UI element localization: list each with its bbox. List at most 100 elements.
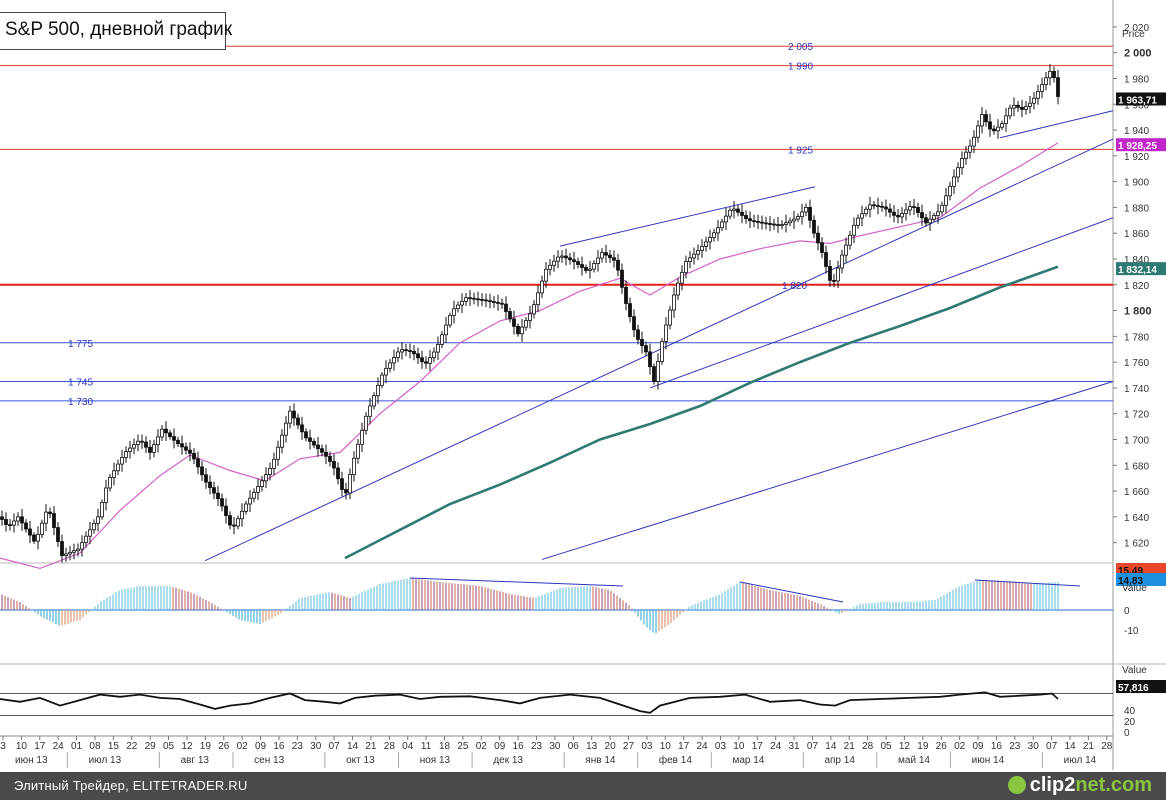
rsi-axis-label: Value (1122, 665, 1147, 676)
date-tick-label: 25 (457, 741, 469, 752)
date-tick-label: 29 (145, 741, 157, 752)
candle-body (444, 324, 448, 336)
candle-body (96, 516, 100, 524)
candle-body (244, 503, 248, 512)
price-tick-label: 1 720 (1124, 410, 1149, 421)
candle (828, 259, 832, 287)
candle (444, 316, 448, 343)
rsi-badge: 57,816 (1118, 683, 1149, 694)
date-tick-label: 23 (1009, 741, 1021, 752)
candle (568, 253, 572, 265)
level-label: 1 990 (788, 62, 813, 73)
brand-logo[interactable]: clip2net.com (1007, 774, 1152, 797)
candle-body (536, 292, 540, 306)
candle (292, 403, 296, 426)
candle (160, 425, 164, 441)
rsi-line (0, 691, 1059, 714)
candle-body (316, 444, 320, 450)
candle (872, 201, 876, 210)
candle (332, 453, 336, 476)
candle-body (264, 474, 268, 482)
candle (988, 113, 992, 137)
month-label: сен 13 (254, 755, 284, 766)
date-tick-label: 09 (255, 741, 267, 752)
candle-body (396, 351, 400, 358)
clip-icon (1007, 776, 1026, 794)
candle (644, 341, 648, 356)
candle (784, 214, 788, 233)
candle (200, 460, 204, 481)
date-tick-label: 27 (623, 741, 635, 752)
candle-body (28, 528, 32, 536)
candle (1032, 92, 1036, 110)
candle (520, 319, 524, 342)
candle-body (808, 207, 812, 221)
candle (548, 259, 552, 276)
candle-body (636, 329, 640, 340)
candle (88, 521, 92, 545)
candle-body (776, 224, 780, 227)
candle (760, 215, 764, 230)
date-tick-label: 04 (402, 741, 414, 752)
price-tick-label: 1 780 (1124, 332, 1149, 343)
candle-body (132, 444, 136, 449)
candle (48, 507, 52, 519)
candle-body (804, 207, 808, 213)
date-tick-label: 21 (365, 741, 377, 752)
date-tick-label: 02 (476, 741, 488, 752)
candle-body (492, 301, 496, 303)
candle (364, 411, 368, 435)
divergence-line (409, 577, 624, 587)
candle (140, 434, 144, 449)
date-tick-label: 01 (71, 741, 83, 752)
candle (928, 211, 932, 231)
date-tick-label: 19 (200, 741, 212, 752)
candle (324, 444, 328, 465)
candle-body (1012, 104, 1016, 109)
candle (772, 218, 776, 230)
candle-body (504, 303, 508, 312)
candle-body (1048, 70, 1052, 79)
candle (56, 522, 60, 548)
candle (236, 515, 240, 530)
candle-body (576, 261, 580, 265)
candle (260, 475, 264, 492)
candle (128, 440, 132, 459)
candle (556, 250, 560, 269)
candle-body (1020, 106, 1024, 110)
candle-body (1028, 102, 1032, 107)
candle-body (80, 542, 84, 550)
candle-body (916, 207, 920, 213)
month-label: авг 13 (181, 755, 210, 766)
candle (400, 342, 404, 360)
candle (888, 203, 892, 218)
candle-body (524, 320, 528, 328)
macd-axis-label: Value (1122, 583, 1147, 594)
month-label: фев 14 (659, 754, 692, 766)
candle-body (832, 279, 836, 282)
candle-body (152, 444, 156, 453)
candle (44, 504, 48, 532)
date-tick-label: 26 (218, 741, 230, 752)
candle-body (784, 222, 788, 225)
candle-body (748, 218, 752, 222)
candle-body (628, 303, 632, 318)
candle (152, 439, 156, 458)
candle (936, 203, 940, 224)
candle (560, 250, 564, 263)
candle-body (732, 208, 736, 211)
brand-suffix: net.com (1075, 774, 1152, 796)
date-tick-label: 10 (660, 741, 672, 752)
candle (40, 519, 44, 538)
candle-body (1000, 123, 1004, 128)
candle (1016, 100, 1020, 112)
ma-short-badge-bg (1116, 138, 1166, 152)
trendline (999, 110, 1114, 139)
candle (492, 295, 496, 309)
price-tick-label: 1 940 (1124, 126, 1149, 137)
date-tick-label: 14 (825, 741, 837, 752)
candle (268, 462, 272, 481)
macd-main-badge-bg (1116, 563, 1166, 576)
date-tick-label: 17 (34, 741, 46, 752)
candle (476, 291, 480, 307)
